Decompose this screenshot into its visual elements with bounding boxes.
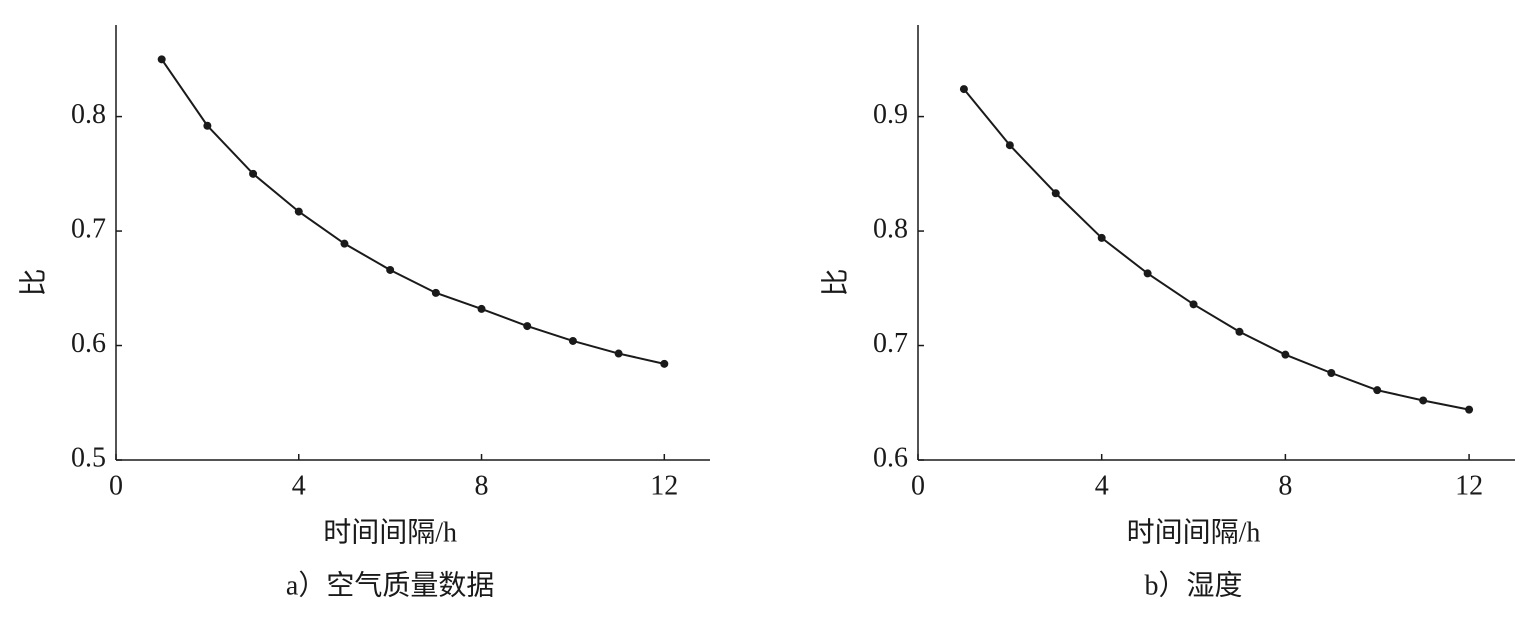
data-point — [1327, 369, 1336, 377]
y-tick-label: 0.8 — [873, 213, 908, 244]
data-point — [1005, 141, 1014, 150]
data-point — [1373, 386, 1382, 395]
data-point — [477, 304, 486, 313]
x-tick-label: 8 — [475, 470, 489, 501]
x-tick-label: 0 — [109, 470, 123, 501]
x-tick-label: 4 — [292, 470, 306, 501]
data-point — [568, 336, 577, 345]
data-point — [614, 349, 623, 358]
data-point — [1051, 189, 1060, 198]
data-point — [959, 85, 968, 94]
data-point — [294, 207, 303, 216]
y-tick-label: 0.5 — [71, 442, 106, 473]
x-tick-label: 12 — [1455, 470, 1483, 501]
data-point — [1419, 396, 1428, 405]
y-tick-label: 0.7 — [71, 213, 106, 244]
data-point — [157, 55, 166, 64]
data-point — [660, 359, 669, 368]
data-point — [1143, 269, 1152, 278]
x-tick-label: 0 — [911, 470, 925, 501]
y-axis-label: 比 — [819, 268, 851, 296]
x-axis-label: 时间间隔/h — [323, 516, 457, 548]
data-point — [386, 265, 395, 274]
caption: b）湿度 — [1145, 569, 1243, 601]
y-tick-label: 0.6 — [873, 442, 908, 473]
data-point — [249, 169, 258, 178]
y-tick-label: 0.7 — [873, 328, 908, 359]
y-tick-label: 0.6 — [71, 328, 106, 359]
data-line — [160, 58, 665, 365]
data-line — [963, 88, 1470, 411]
caption: a）空气质量数据 — [286, 569, 494, 601]
x-tick-label: 12 — [650, 470, 678, 501]
data-point — [203, 121, 212, 130]
data-point — [523, 322, 532, 331]
x-axis-label: 时间间隔/h — [1127, 516, 1261, 548]
y-tick-label: 0.8 — [71, 99, 106, 130]
x-tick-label: 4 — [1095, 470, 1109, 501]
data-point — [431, 288, 440, 297]
data-point — [1465, 405, 1474, 414]
data-point — [340, 239, 349, 248]
x-tick-label: 8 — [1278, 470, 1292, 501]
data-point — [1235, 327, 1244, 336]
data-point — [1189, 300, 1198, 309]
y-axis-label: 比 — [17, 268, 49, 296]
data-point — [1281, 350, 1290, 359]
y-tick-label: 0.9 — [873, 99, 908, 130]
data-point — [1097, 233, 1106, 242]
